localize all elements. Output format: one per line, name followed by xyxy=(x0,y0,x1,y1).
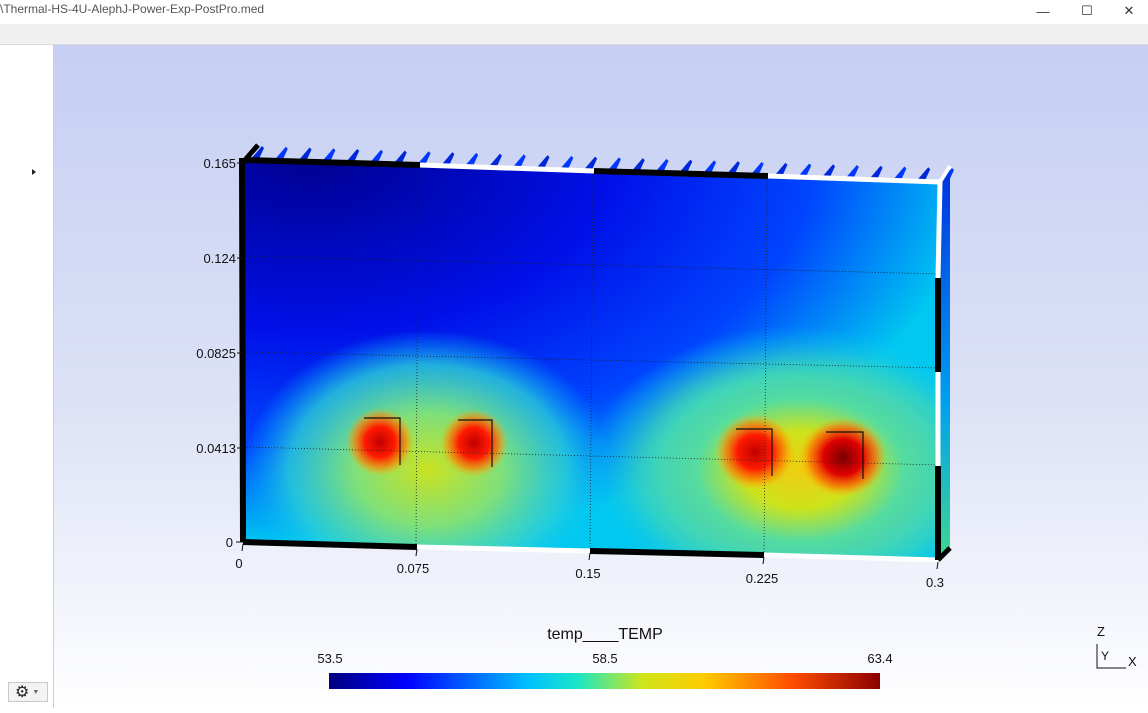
minimize-icon: — xyxy=(1036,3,1050,19)
axes-triad: Z Y X xyxy=(1096,624,1137,669)
heatsink-fin xyxy=(535,155,550,171)
x-tick-label: 0.3 xyxy=(926,575,944,590)
heatsink-fin xyxy=(868,165,883,181)
heatsink-fin xyxy=(559,155,574,171)
maximize-button[interactable]: ☐ xyxy=(1064,0,1110,22)
window-titlebar: \Thermal-HS-4U-AlephJ-Power-Exp-PostPro.… xyxy=(0,0,1148,24)
colorbar-mid-label: 58.5 xyxy=(592,651,617,666)
triad-z-label: Z xyxy=(1097,624,1105,639)
heatsink-fin xyxy=(821,164,836,180)
settings-button[interactable]: ⚙ ▼ xyxy=(8,682,48,702)
tree-expander-icon[interactable] xyxy=(32,169,36,175)
triad-x-label: X xyxy=(1128,654,1137,669)
colorbar-title: temp____TEMP xyxy=(547,626,663,643)
side-face xyxy=(938,166,950,560)
window-title: \Thermal-HS-4U-AlephJ-Power-Exp-PostPro.… xyxy=(0,2,265,16)
grid-lines xyxy=(243,164,940,556)
chevron-down-icon: ▼ xyxy=(32,688,40,696)
heatsink-fin xyxy=(844,164,859,180)
x-tick-label: 0.15 xyxy=(575,566,600,581)
x-tick-label: 0 xyxy=(235,556,242,571)
heatsink-fin xyxy=(511,154,526,170)
gear-icon: ⚙ xyxy=(15,684,30,701)
y-axis: 0.165 0.124 0.0825 0.0413 0 xyxy=(196,156,244,550)
temperature-field xyxy=(243,160,940,560)
toolbar xyxy=(0,24,1148,45)
color-legend: temp____TEMP 53.5 58.5 63.4 xyxy=(317,626,893,689)
heatsink-fin xyxy=(487,153,502,169)
close-button[interactable]: ✕ xyxy=(1106,0,1148,22)
y-tick-label: 0.0825 xyxy=(196,346,236,361)
close-icon: ✕ xyxy=(1123,3,1135,18)
colorbar-min-label: 53.5 xyxy=(317,651,342,666)
viewport-canvas[interactable]: 0.165 0.124 0.0825 0.0413 0 0 0.075 0.15… xyxy=(54,45,1148,708)
maximize-icon: ☐ xyxy=(1081,3,1093,18)
chip-outlines xyxy=(364,417,864,479)
bounding-box xyxy=(239,143,952,563)
object-browser-panel xyxy=(0,45,54,708)
heatsink-fin xyxy=(916,167,931,183)
x-tick-label: 0.225 xyxy=(746,571,779,586)
x-axis: 0 0.075 0.15 0.225 0.3 xyxy=(235,543,944,590)
heatsink-fin xyxy=(583,156,598,172)
y-tick-label: 0.165 xyxy=(203,156,236,171)
y-tick-label: 0.0413 xyxy=(196,441,236,456)
heatsink-fin xyxy=(464,152,479,168)
triad-y-label: Y xyxy=(1101,649,1109,663)
heatsink-fin xyxy=(440,152,455,168)
y-tick-label: 0.124 xyxy=(203,251,236,266)
colorbar xyxy=(329,673,880,689)
heatsink-fin xyxy=(892,166,907,182)
minimize-button[interactable]: — xyxy=(1020,0,1066,22)
x-tick-label: 0.075 xyxy=(397,561,430,576)
colorbar-max-label: 63.4 xyxy=(867,651,892,666)
3d-viewport[interactable]: 0.165 0.124 0.0825 0.0413 0 0 0.075 0.15… xyxy=(54,45,1148,708)
y-tick-label: 0 xyxy=(226,535,233,550)
